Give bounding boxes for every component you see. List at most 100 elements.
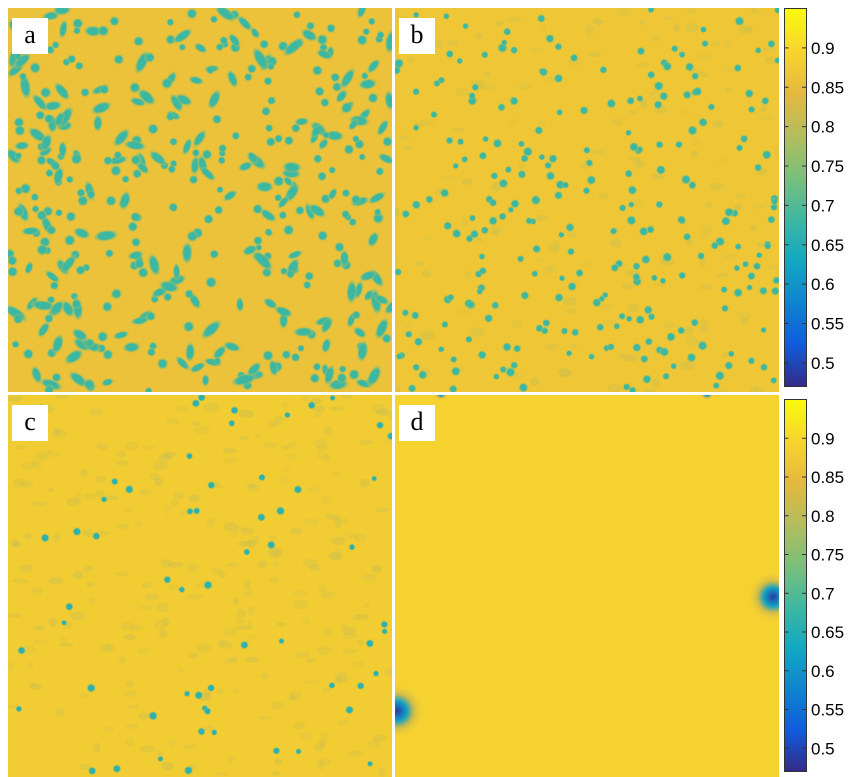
heatmap-spot (341, 188, 351, 199)
heatmap-spot (334, 88, 349, 104)
heatmap-texture-mark (639, 19, 646, 26)
heatmap-spot (644, 337, 654, 347)
heatmap-spot (512, 343, 522, 354)
heatmap-spot (264, 123, 274, 133)
heatmap-spot (456, 57, 464, 65)
heatmap-texture-mark (749, 11, 764, 15)
colorbar-tick-label: 0.5 (811, 354, 835, 373)
heatmap-texture-mark (191, 421, 201, 426)
heatmap-texture-mark (239, 435, 248, 441)
colorbar-tick-label: 0.65 (811, 236, 844, 255)
heatmap-texture-mark (314, 412, 322, 418)
heatmap-texture-mark (51, 429, 68, 438)
heatmap-spot (112, 763, 122, 774)
heatmap-spot (34, 109, 46, 121)
heatmap-texture-mark (301, 396, 309, 402)
heatmap-spot (531, 243, 542, 254)
heatmap-spot (266, 95, 277, 106)
heatmap-texture-mark (12, 578, 29, 584)
heatmap-texture-mark (773, 145, 779, 156)
colorbar-tick-label: 0.8 (811, 507, 835, 526)
heatmap-texture-mark (163, 451, 176, 458)
heatmap-texture-mark (296, 651, 311, 658)
heatmap-spot (291, 326, 316, 338)
colorbar-bottom: 0.5 0.55 0.6 0.65 0.7 0.75 0.8 0.85 0.9 (784, 399, 844, 772)
heatmap-texture-mark (481, 71, 491, 77)
heatmap-spot (202, 579, 214, 591)
heatmap-spot (680, 173, 692, 186)
heatmap-spot (631, 272, 642, 282)
heatmap-spot (520, 153, 530, 164)
heatmap-spot (345, 278, 358, 306)
heatmap-spot (13, 124, 26, 137)
heatmap-texture-mark (37, 451, 52, 460)
heatmap-spot (720, 304, 730, 313)
heatmap-texture-mark (222, 447, 237, 454)
heatmap-spot (258, 207, 278, 223)
heatmap-texture-mark (517, 161, 526, 171)
heatmap-texture-mark (32, 500, 48, 507)
heatmap-spot (566, 281, 578, 292)
colorbar-tick-label: 0.75 (811, 157, 844, 176)
heatmap-spot (492, 137, 503, 149)
heatmap-spot (86, 189, 97, 200)
heatmap-texture-mark (636, 160, 646, 168)
heatmap-spot (636, 46, 646, 56)
heatmap-spot (11, 339, 21, 349)
heatmap-spot (401, 308, 410, 318)
heatmap-texture-mark (321, 590, 335, 599)
heatmap-texture-mark (340, 395, 353, 400)
heatmap-spot (183, 288, 195, 300)
heatmap-spot (661, 61, 673, 72)
heatmap-spot (132, 35, 145, 48)
heatmap-spot (366, 190, 388, 205)
heatmap-texture-mark (247, 606, 256, 616)
heatmap-spot (755, 251, 763, 260)
heatmap-spot (569, 53, 579, 63)
heatmap-texture-mark (28, 682, 37, 687)
heatmap-spot (316, 33, 329, 46)
heatmap-spot (585, 174, 597, 186)
heatmap-spot (340, 101, 353, 115)
heatmap-spot (631, 261, 642, 271)
heatmap-texture-mark (55, 395, 69, 400)
heatmap-spot (209, 14, 219, 24)
heatmap-spot (560, 326, 569, 336)
heatmap-spot (215, 185, 225, 194)
heatmap-spot (227, 32, 242, 48)
heatmap-spot (146, 347, 157, 358)
heatmap-texture-mark (760, 104, 768, 113)
heatmap-spot (516, 169, 527, 180)
heatmap-spot (72, 226, 92, 240)
heatmap-spot (230, 130, 241, 141)
heatmap-texture-mark (82, 529, 94, 537)
heatmap-texture-mark (322, 687, 330, 693)
heatmap-spot (101, 300, 114, 313)
heatmap-spot (187, 75, 205, 86)
heatmap-texture-mark (358, 439, 374, 446)
heatmap-spot (104, 248, 115, 259)
heatmap-spot (450, 365, 462, 377)
heatmap-spot (533, 125, 544, 136)
heatmap-spot (348, 217, 358, 227)
heatmap-texture-mark (74, 493, 83, 503)
heatmap-texture-mark (460, 217, 469, 227)
heatmap-texture-mark (70, 611, 86, 621)
heatmap-spot (268, 358, 279, 378)
heatmap-texture-mark (161, 761, 174, 771)
heatmap-texture-mark (492, 228, 499, 236)
heatmap-spot (452, 162, 460, 170)
heatmap-texture-mark (244, 656, 260, 663)
heatmap-spot (35, 154, 48, 166)
heatmap-texture-mark (240, 527, 255, 536)
heatmap-spot (538, 153, 546, 162)
heatmap-spot (654, 200, 664, 209)
heatmap-spot (699, 25, 708, 34)
heatmap-spot (678, 50, 687, 59)
heatmap-texture-mark (93, 742, 101, 753)
heatmap-texture-mark (126, 680, 135, 689)
heatmap-spot (686, 352, 697, 363)
heatmap-texture-mark (135, 520, 142, 528)
heatmap-spot (676, 325, 686, 336)
heatmap-texture-mark (267, 420, 278, 428)
